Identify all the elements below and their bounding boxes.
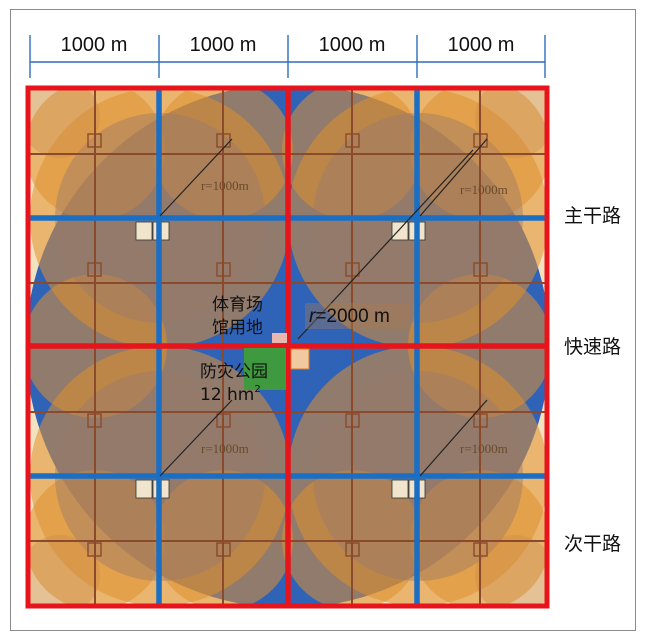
park-area-label: 12 hm2: [200, 384, 261, 405]
dimension-label: 1000 m: [190, 34, 257, 56]
dimension-label: 1000 m: [448, 34, 515, 56]
arterial-road-label: 主干路: [564, 205, 621, 227]
dimension-label: 1000 m: [319, 34, 386, 56]
dimension-label: 1000 m: [61, 34, 128, 56]
dimension-line: [29, 35, 546, 78]
stadium-label: 馆用地: [212, 318, 263, 338]
stadium-label: 体育场: [212, 295, 263, 315]
center-facility: [290, 348, 310, 370]
expressway: [28, 88, 547, 606]
big-radius-label-bg: [305, 303, 409, 329]
stadium-plot: [272, 333, 287, 343]
diagram-frame: [10, 9, 636, 631]
small-radius-label: r=1000m: [201, 178, 249, 193]
disaster-park-plot: [244, 348, 286, 390]
small-radius-label: r=1000m: [460, 182, 508, 197]
radius-lines: [159, 138, 488, 477]
facility-markers: [87, 133, 488, 557]
small-radius-label: r=1000m: [460, 441, 508, 456]
expressway-border: [25, 85, 550, 609]
big-radius-label: r=2000 m: [309, 306, 390, 327]
small-radius-label: r=1000m: [201, 441, 249, 456]
map-area: [28, 88, 547, 606]
corner-areas: [28, 88, 547, 606]
secondary-road-label: 次干路: [564, 533, 621, 555]
expressway-label: 快速路: [564, 336, 621, 358]
park-name-label: 防灾公园: [200, 362, 268, 382]
